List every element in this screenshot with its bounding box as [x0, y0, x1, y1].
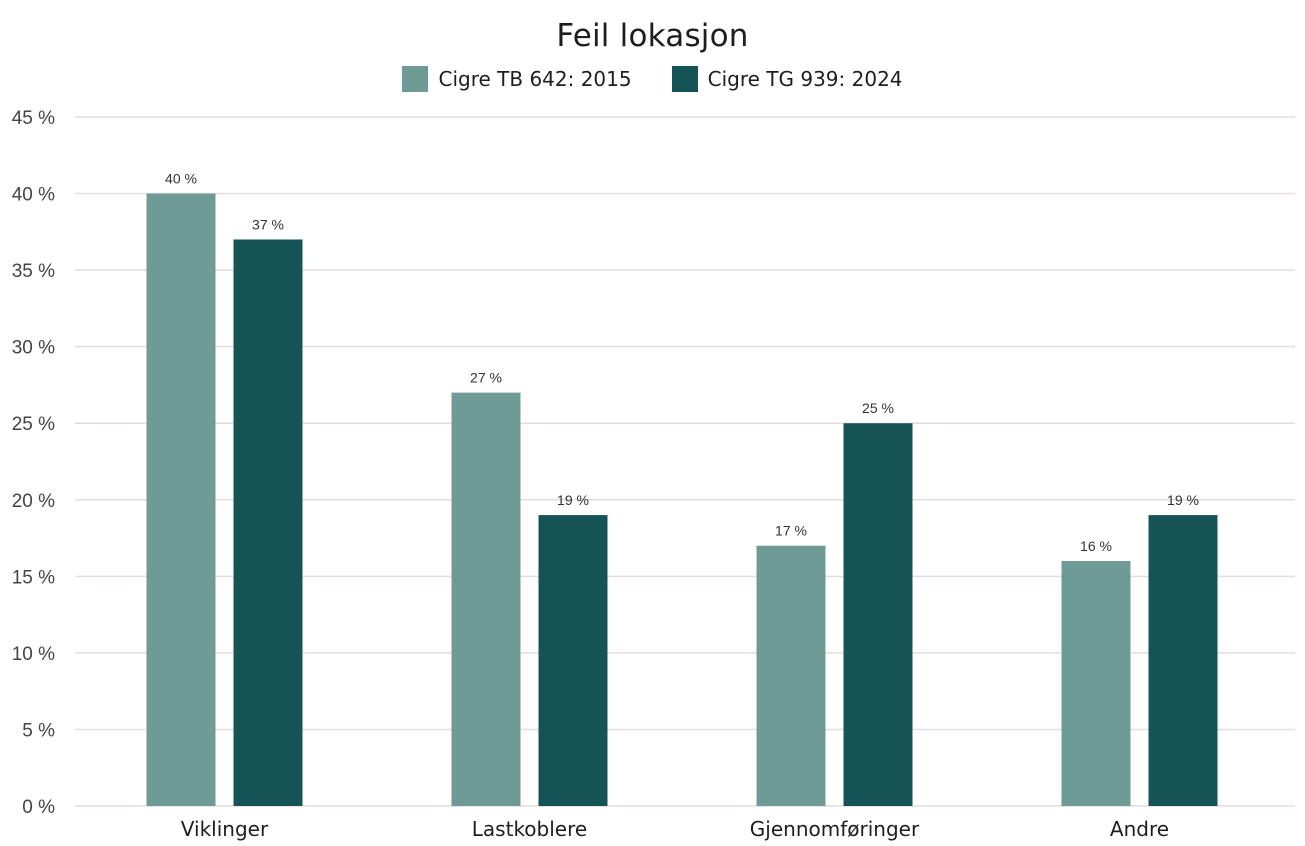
- y-tick-label: 45 %: [12, 108, 55, 129]
- legend-swatch-2024: [671, 66, 698, 92]
- y-tick-label: 35 %: [12, 261, 55, 282]
- bar-andre-2024: [1148, 515, 1218, 806]
- bar-lastkoblere-2015: [451, 392, 521, 806]
- bar-viklinger-2015: [146, 193, 216, 807]
- y-tick-label: 15 %: [12, 567, 55, 588]
- data-label: 16 %: [1080, 538, 1112, 554]
- x-category-label: Lastkoblere: [472, 817, 587, 841]
- bar-andre-2015: [1061, 561, 1131, 806]
- data-label: 17 %: [775, 523, 807, 539]
- bar-gjennomføringer-2015: [756, 545, 826, 806]
- data-label: 27 %: [470, 370, 502, 386]
- y-tick-label: 40 %: [12, 185, 55, 206]
- bar-lastkoblere-2024: [538, 515, 608, 806]
- legend-label-2015: Cigre TB 642: 2015: [438, 67, 632, 91]
- y-tick-label: 5 %: [22, 720, 55, 741]
- chart-title: Feil lokasjon: [556, 18, 749, 54]
- x-category-label: Gjennomføringer: [750, 817, 920, 841]
- x-category-label: Andre: [1110, 817, 1169, 841]
- data-label: 40 %: [165, 171, 197, 187]
- data-label: 37 %: [252, 216, 284, 232]
- legend: Cigre TB 642: 2015 Cigre TG 939: 2024: [0, 66, 1305, 92]
- bar-viklinger-2024: [233, 239, 303, 806]
- data-label: 19 %: [557, 492, 589, 508]
- legend-label-2024: Cigre TG 939: 2024: [707, 67, 903, 91]
- legend-swatch-2015: [402, 66, 429, 92]
- legend-item-2015: Cigre TB 642: 2015: [402, 66, 632, 92]
- x-category-label: Viklinger: [181, 817, 269, 841]
- y-tick-label: 25 %: [12, 414, 55, 435]
- data-label: 19 %: [1167, 492, 1199, 508]
- bar-gjennomføringer-2024: [843, 423, 913, 806]
- y-tick-label: 0 %: [22, 797, 55, 818]
- y-tick-label: 20 %: [12, 491, 55, 512]
- y-tick-label: 30 %: [12, 338, 55, 359]
- data-label: 25 %: [862, 400, 894, 416]
- legend-item-2024: Cigre TG 939: 2024: [671, 66, 903, 92]
- y-tick-label: 10 %: [12, 644, 55, 665]
